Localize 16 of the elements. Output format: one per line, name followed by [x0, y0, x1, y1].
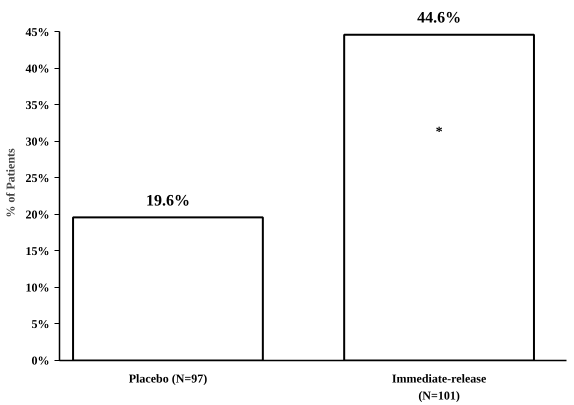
y-tick-label: 35% [26, 98, 50, 112]
y-tick-label: 40% [26, 61, 50, 76]
y-tick-label: 0% [32, 354, 50, 368]
y-tick-label: 45% [26, 24, 50, 39]
data-label: 19.6% [146, 192, 190, 210]
annotation: * [436, 124, 443, 140]
y-tick-label: 30% [26, 134, 50, 148]
y-tick-label: 25% [26, 170, 50, 185]
y-tick-label: 5% [32, 316, 50, 331]
x-tick-label: Immediate-release (N=101) [392, 372, 487, 402]
y-tick-label: 15% [26, 244, 50, 258]
y-axis-title: % of Patients [4, 148, 18, 218]
x-tick-label: Placebo (N=97) [128, 372, 208, 386]
data-label: 44.6% [417, 10, 462, 27]
y-tick-label: 10% [26, 280, 50, 294]
y-tick-label: 20% [26, 207, 50, 222]
